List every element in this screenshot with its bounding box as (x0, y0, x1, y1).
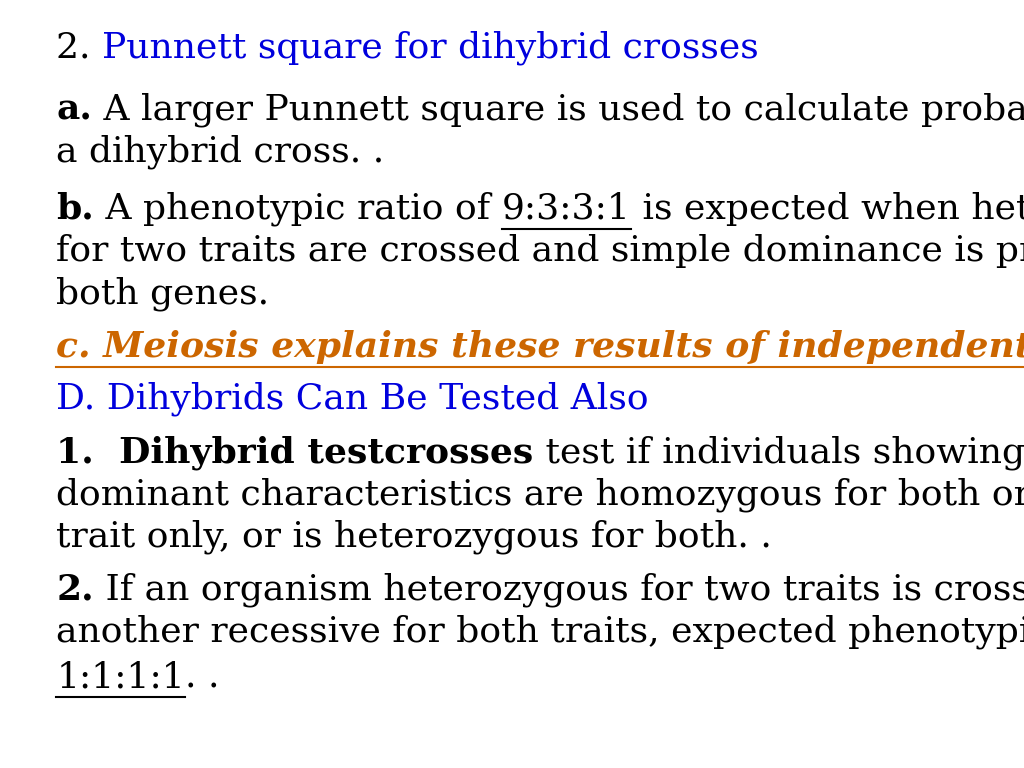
Text: a dihybrid cross. .: a dihybrid cross. . (56, 134, 385, 169)
Text: for two traits are crossed and simple dominance is present for: for two traits are crossed and simple do… (56, 234, 1024, 268)
Text: If an organism heterozygous for two traits is crossed with: If an organism heterozygous for two trai… (94, 572, 1024, 607)
Text: . .: . . (185, 660, 219, 694)
Text: 2.: 2. (56, 31, 102, 65)
Text: 9:3:3:1: 9:3:3:1 (502, 192, 631, 226)
Text: a.: a. (56, 92, 92, 126)
Text: test if individuals showing two: test if individuals showing two (534, 435, 1024, 470)
Text: another recessive for both traits, expected phenotypic ratio is: another recessive for both traits, expec… (56, 614, 1024, 649)
Text: 2.: 2. (56, 572, 94, 606)
Text: trait only, or is heterozygous for both. .: trait only, or is heterozygous for both.… (56, 520, 772, 554)
Text: A phenotypic ratio of: A phenotypic ratio of (94, 192, 502, 227)
Text: both genes.: both genes. (56, 276, 269, 311)
Text: 1.  Dihybrid testcrosses: 1. Dihybrid testcrosses (56, 435, 534, 470)
Text: A larger Punnett square is used to calculate probable results of: A larger Punnett square is used to calcu… (92, 92, 1024, 127)
Text: dominant characteristics are homozygous for both or for one: dominant characteristics are homozygous … (56, 478, 1024, 512)
Text: 1:1:1:1: 1:1:1:1 (56, 660, 185, 694)
Text: b.: b. (56, 192, 94, 226)
Text: D. Dihybrids Can Be Tested Also: D. Dihybrids Can Be Tested Also (56, 382, 649, 416)
Text: Punnett square for dihybrid crosses: Punnett square for dihybrid crosses (102, 31, 759, 65)
Text: is expected when heterozygotes: is expected when heterozygotes (631, 192, 1024, 227)
Text: c. Meiosis explains these results of independent assortment.: c. Meiosis explains these results of ind… (56, 330, 1024, 364)
